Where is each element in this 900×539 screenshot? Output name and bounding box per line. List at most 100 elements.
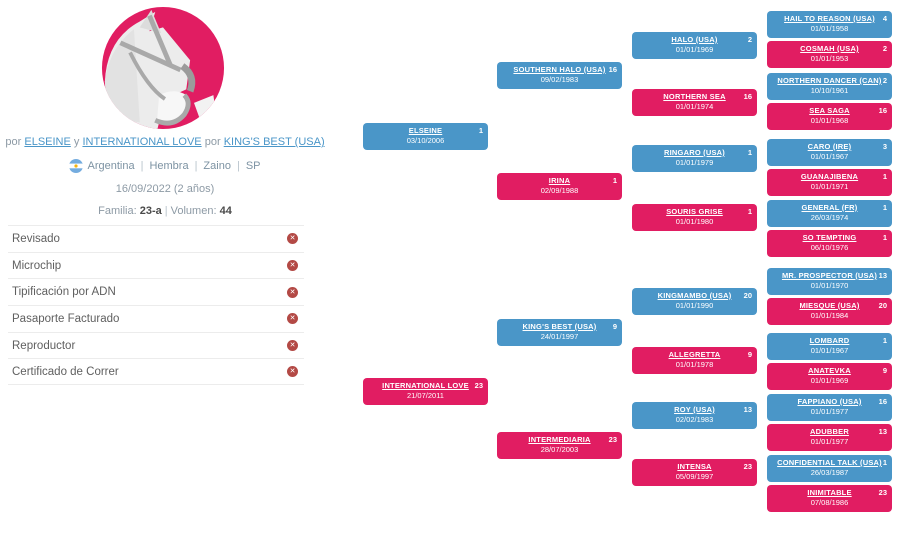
pedigree-node[interactable]: 23 INIMITABLE 07/08/1986 xyxy=(767,485,892,512)
pedigree-node[interactable]: 1 GENERAL (FR) 26/03/1974 xyxy=(767,200,892,227)
node-date: 24/01/1997 xyxy=(540,332,579,341)
node-name-link[interactable]: ROY (USA) xyxy=(674,405,715,414)
node-name-link[interactable]: SO TEMPTING xyxy=(802,233,857,242)
node-name-link[interactable]: INTERMEDIARIA xyxy=(528,435,591,444)
pedigree-node[interactable]: 4 HAIL TO REASON (USA) 01/01/1958 xyxy=(767,11,892,38)
pedigree-node[interactable]: 20 MIESQUE (USA) 01/01/1984 xyxy=(767,298,892,325)
checklist-label: Revisado xyxy=(12,232,60,245)
node-name-link[interactable]: ADUBBER xyxy=(810,427,849,436)
pedigree-node[interactable]: 1 GUANAJIBENA 01/01/1971 xyxy=(767,169,892,196)
pedigree-node[interactable]: 13 MR. PROSPECTOR (USA) 01/01/1970 xyxy=(767,268,892,295)
node-count: 13 xyxy=(743,405,752,414)
node-name-link[interactable]: LOMBARD xyxy=(809,336,850,345)
node-name-link[interactable]: SEA SAGA xyxy=(809,106,850,115)
node-name-link[interactable]: CONFIDENTIAL TALK (USA) xyxy=(777,458,882,467)
node-count: 2 xyxy=(882,44,887,53)
volumen-value: 44 xyxy=(219,205,232,217)
node-name-link[interactable]: GUANAJIBENA xyxy=(800,172,859,181)
separator: | xyxy=(236,160,240,172)
x-circle-icon[interactable]: ✕ xyxy=(287,286,298,298)
pedigree-node[interactable]: 2 HALO (USA) 01/01/1969 xyxy=(632,32,757,59)
pedigree-node[interactable]: 1 SOURIS GRISE 01/01/1980 xyxy=(632,204,757,231)
node-date: 01/01/1970 xyxy=(810,281,849,290)
pedigree-node[interactable]: 23 INTERMEDIARIA 28/07/2003 xyxy=(497,432,622,459)
node-name-link[interactable]: NORTHERN DANCER (CAN) xyxy=(777,76,882,85)
sex-label: Hembra xyxy=(149,160,189,172)
node-name-link[interactable]: ELSEINE xyxy=(408,126,443,135)
x-circle-icon[interactable]: ✕ xyxy=(287,233,298,245)
pedigree-node[interactable]: 16 SOUTHERN HALO (USA) 09/02/1983 xyxy=(497,62,622,89)
pedigree-node[interactable]: 13 ADUBBER 01/01/1977 xyxy=(767,424,892,451)
conj-label: y xyxy=(73,136,80,148)
node-count: 23 xyxy=(474,381,483,390)
checklist-label: Pasaporte Facturado xyxy=(12,312,120,325)
damsire-link[interactable]: KING'S BEST (USA) xyxy=(223,136,325,148)
x-circle-icon[interactable]: ✕ xyxy=(287,340,298,352)
node-name-link[interactable]: SOURIS GRISE xyxy=(666,207,723,216)
pedigree-node[interactable]: 2 COSMAH (USA) 01/01/1953 xyxy=(767,41,892,68)
node-name-link[interactable]: INTERNATIONAL LOVE xyxy=(382,381,469,390)
node-name-link[interactable]: RINGARO (USA) xyxy=(664,148,725,157)
profile-panel: por ELSEINE y INTERNATIONAL LOVE por KIN… xyxy=(0,0,330,225)
node-name-link[interactable]: MIESQUE (USA) xyxy=(799,301,860,310)
familia-value: 23-a xyxy=(139,205,162,217)
pedigree-node[interactable]: 23 INTERNATIONAL LOVE 21/07/2011 xyxy=(363,378,488,405)
checklist-label: Certificado de Correr xyxy=(12,365,119,378)
node-count: 2 xyxy=(882,76,887,85)
node-name-link[interactable]: SOUTHERN HALO (USA) xyxy=(513,65,606,74)
pedigree-node[interactable]: 16 NORTHERN SEA 01/01/1974 xyxy=(632,89,757,116)
node-name-link[interactable]: HALO (USA) xyxy=(671,35,718,44)
node-name-link[interactable]: ALLEGRETTA xyxy=(668,350,721,359)
pedigree-node[interactable]: 13 ROY (USA) 02/02/1983 xyxy=(632,402,757,429)
node-name-link[interactable]: MR. PROSPECTOR (USA) xyxy=(781,271,878,280)
familia-label: Familia: xyxy=(98,205,137,217)
dam-link[interactable]: INTERNATIONAL LOVE xyxy=(82,136,202,148)
node-date: 26/03/1987 xyxy=(810,468,849,477)
pedigree-node[interactable]: 1 ELSEINE 03/10/2006 xyxy=(363,123,488,150)
node-name-link[interactable]: KING'S BEST (USA) xyxy=(522,322,597,331)
node-name-link[interactable]: IRINA xyxy=(548,176,571,185)
node-count: 16 xyxy=(608,65,617,74)
horse-head-logo xyxy=(101,6,225,130)
node-name-link[interactable]: INTENSA xyxy=(677,462,712,471)
pedigree-node[interactable]: 1 CONFIDENTIAL TALK (USA) 26/03/1987 xyxy=(767,455,892,482)
pedigree-node[interactable]: 9 ALLEGRETTA 01/01/1978 xyxy=(632,347,757,374)
pedigree-node[interactable]: 9 ANATEVKA 01/01/1969 xyxy=(767,363,892,390)
x-circle-icon[interactable]: ✕ xyxy=(287,366,298,378)
node-name-link[interactable]: FAPPIANO (USA) xyxy=(797,397,862,406)
node-count: 1 xyxy=(882,458,887,467)
node-date: 02/09/1988 xyxy=(540,186,579,195)
node-date: 01/01/1974 xyxy=(675,102,714,111)
node-name-link[interactable]: CARO (IRE) xyxy=(807,142,852,151)
pedigree-node[interactable]: 20 KINGMAMBO (USA) 01/01/1990 xyxy=(632,288,757,315)
node-count: 3 xyxy=(882,142,887,151)
pedigree-node[interactable]: 16 FAPPIANO (USA) 01/01/1977 xyxy=(767,394,892,421)
node-name-link[interactable]: GENERAL (FR) xyxy=(801,203,858,212)
x-circle-icon[interactable]: ✕ xyxy=(287,313,298,325)
pedigree-node[interactable]: 1 LOMBARD 01/01/1967 xyxy=(767,333,892,360)
node-count: 20 xyxy=(878,301,887,310)
node-name-link[interactable]: COSMAH (USA) xyxy=(800,44,859,53)
node-date: 10/10/1961 xyxy=(810,86,849,95)
family-volume-line: Familia: 23-a | Volumen: 44 xyxy=(0,205,330,217)
node-date: 01/01/1977 xyxy=(810,437,849,446)
pedigree-node[interactable]: 1 IRINA 02/09/1988 xyxy=(497,173,622,200)
x-circle-icon[interactable]: ✕ xyxy=(287,260,298,272)
node-name-link[interactable]: INIMITABLE xyxy=(807,488,852,497)
pedigree-node[interactable]: 3 CARO (IRE) 01/01/1967 xyxy=(767,139,892,166)
node-name-link[interactable]: ANATEVKA xyxy=(808,366,851,375)
node-name-link[interactable]: NORTHERN SEA xyxy=(663,92,726,101)
sire-link[interactable]: ELSEINE xyxy=(24,136,71,148)
pedigree-node[interactable]: 23 INTENSA 05/09/1997 xyxy=(632,459,757,486)
pedigree-node[interactable]: 1 SO TEMPTING 06/10/1976 xyxy=(767,230,892,257)
argentina-flag-icon xyxy=(69,159,84,173)
volumen-label: Volumen: xyxy=(170,205,217,217)
pedigree-node[interactable]: 2 NORTHERN DANCER (CAN) 10/10/1961 xyxy=(767,73,892,100)
node-name-link[interactable]: KINGMAMBO (USA) xyxy=(657,291,732,300)
node-date: 01/01/1971 xyxy=(810,182,849,191)
pedigree-node[interactable]: 9 KING'S BEST (USA) 24/01/1997 xyxy=(497,319,622,346)
node-name-link[interactable]: HAIL TO REASON (USA) xyxy=(784,14,875,23)
pedigree-node[interactable]: 16 SEA SAGA 01/01/1968 xyxy=(767,103,892,130)
pedigree-node[interactable]: 1 RINGARO (USA) 01/01/1979 xyxy=(632,145,757,172)
